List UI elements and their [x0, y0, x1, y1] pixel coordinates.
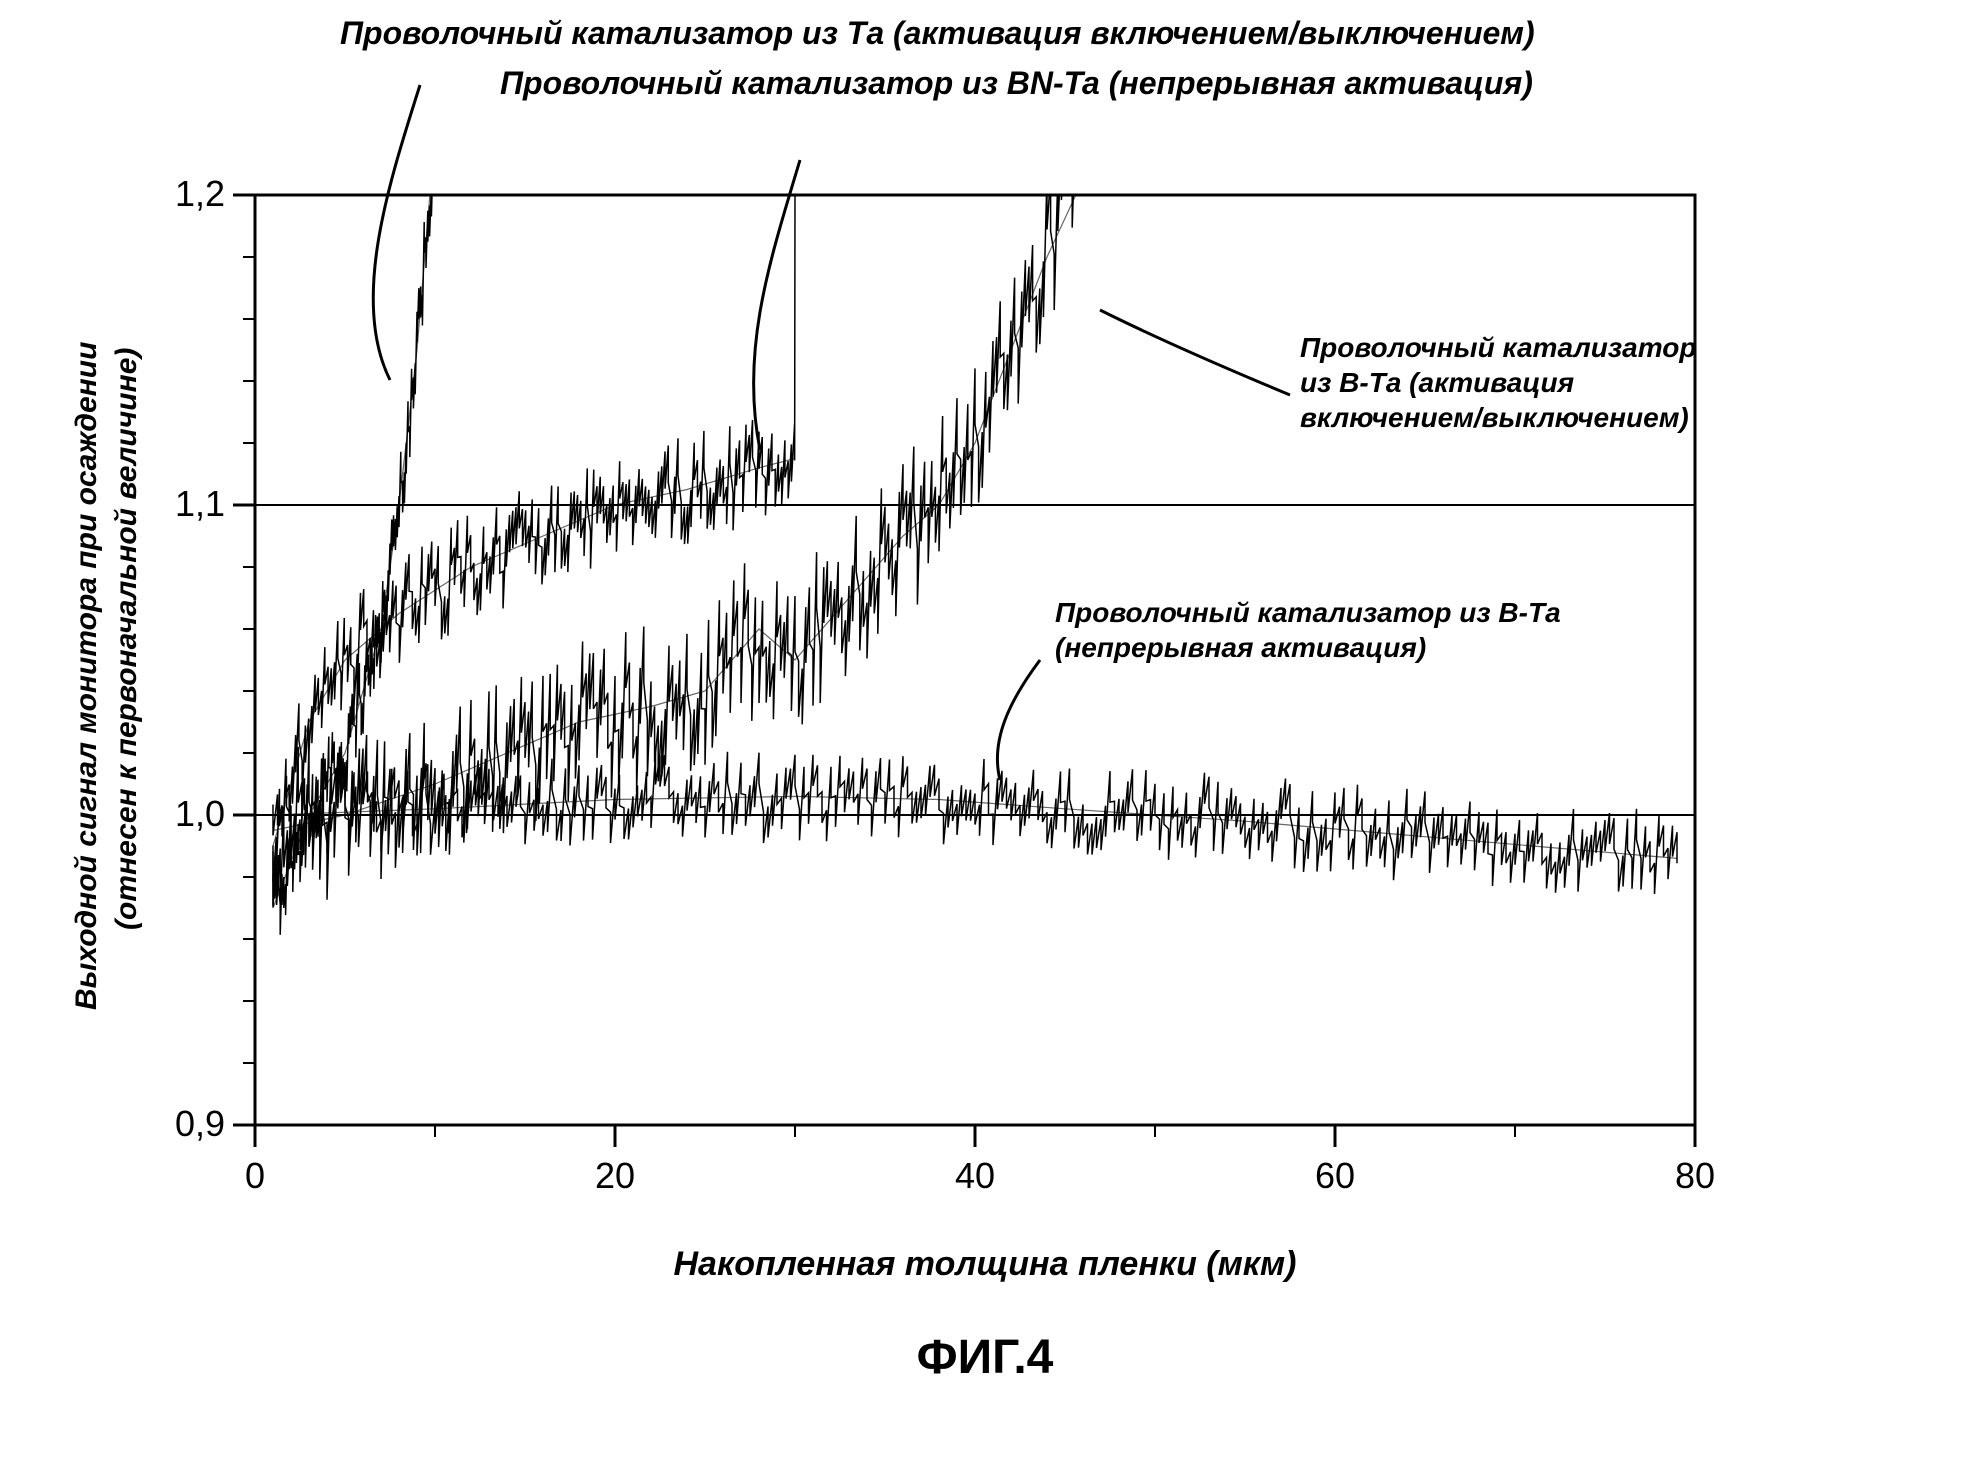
y-tick-label: 1,2: [155, 173, 225, 215]
y-tick-label: 0,9: [155, 1103, 225, 1145]
title-bn-ta-cont: Проволочный катализатор из BN-Ta (непрер…: [500, 65, 1533, 102]
annotation-line: (непрерывная активация): [1055, 630, 1561, 665]
y-axis-label-line1: Выходной сигнал монитора при осаждении: [70, 342, 104, 1010]
annotation-line: Проволочный катализатор из В-Та: [1055, 595, 1561, 630]
x-tick-label: 0: [225, 1155, 285, 1197]
annotation-b-ta-cont: Проволочный катализатор из В-Та (непреры…: [1055, 595, 1561, 665]
annotation-line: включением/выключением): [1300, 400, 1696, 435]
annotation-line: Проволочный катализатор: [1300, 330, 1696, 365]
page: Проволочный катализатор из Та (активация…: [0, 0, 1968, 1470]
annotation-b-ta-onoff: Проволочный катализатор из В-Та (активац…: [1300, 330, 1696, 435]
y-tick-label: 1,1: [155, 483, 225, 525]
figure-caption: ФИГ.4: [820, 1330, 1150, 1385]
x-tick-label: 20: [585, 1155, 645, 1197]
title-ta-onoff: Проволочный катализатор из Та (активация…: [340, 15, 1535, 52]
x-tick-label: 40: [945, 1155, 1005, 1197]
y-tick-label: 1,0: [155, 793, 225, 835]
x-axis-label: Накопленная толщина пленки (мкм): [460, 1245, 1510, 1284]
annotation-line: из В-Та (активация: [1300, 365, 1696, 400]
y-axis-label-line2: (отнесен к первоначальной величине): [110, 348, 144, 930]
x-tick-label: 60: [1305, 1155, 1365, 1197]
x-tick-label: 80: [1665, 1155, 1725, 1197]
